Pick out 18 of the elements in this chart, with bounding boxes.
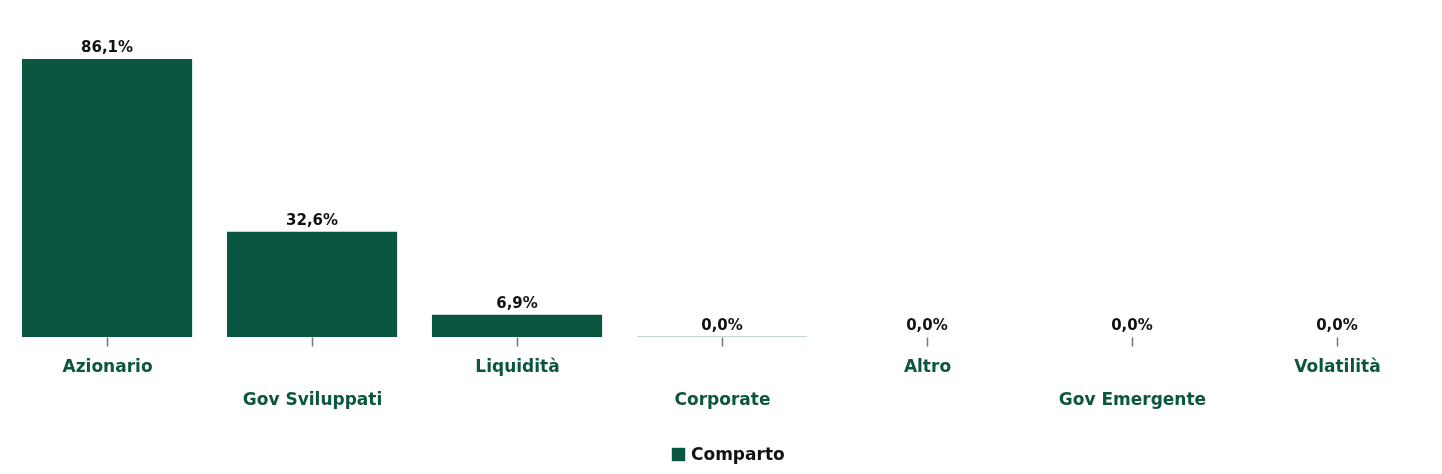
- x-tick-label: Azionario: [62, 355, 153, 376]
- legend-label: Comparto: [691, 443, 785, 464]
- x-tick-label: Altro: [903, 355, 952, 376]
- bar: [22, 59, 193, 337]
- data-label: 0,0%: [906, 316, 948, 334]
- x-tick-label: Gov Sviluppati: [242, 388, 383, 409]
- data-label: 0,0%: [1111, 316, 1153, 334]
- bar: [431, 314, 603, 337]
- data-label: 0,0%: [701, 315, 743, 334]
- x-tick-label: Gov Emergente: [1058, 388, 1207, 409]
- bar: [226, 231, 398, 337]
- data-label: 6,9%: [496, 293, 538, 312]
- x-tick-label: Corporate: [674, 388, 771, 409]
- x-tick-label: Volatilità: [1294, 355, 1381, 376]
- x-tick-label: Liquidità: [475, 355, 560, 376]
- data-label: 0,0%: [1316, 316, 1358, 334]
- data-label: 86,1%: [81, 38, 134, 56]
- data-label: 32,6%: [286, 210, 339, 229]
